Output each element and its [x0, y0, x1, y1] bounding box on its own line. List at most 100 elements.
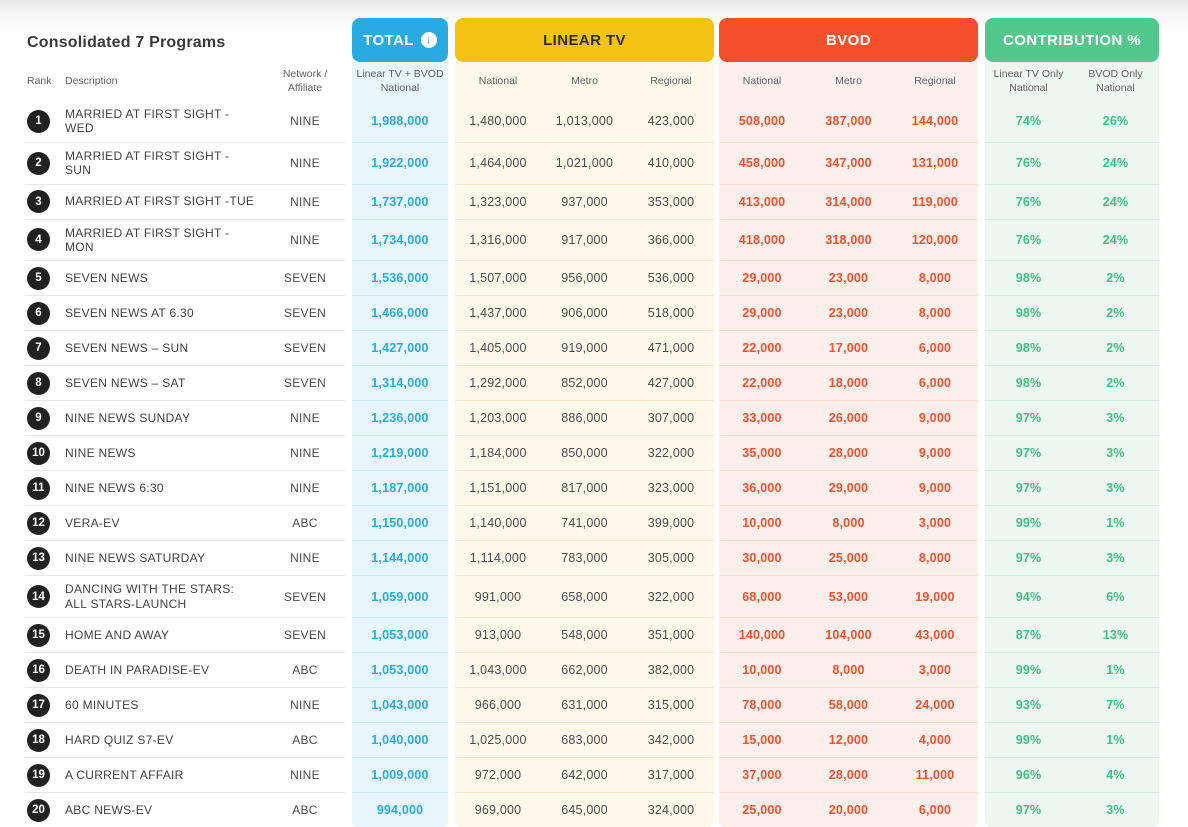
contribution-bvod-value: 1%: [1072, 652, 1159, 688]
total-column-header[interactable]: TOTAL: [352, 18, 448, 62]
total-value: 1,144,000: [352, 540, 448, 576]
table-row[interactable]: 16 DEATH IN PARADISE-EV ABC 1,053,000 1,…: [25, 652, 1159, 688]
linear-regional-value: 353,000: [628, 183, 714, 219]
linear-regional-value: 518,000: [628, 295, 714, 331]
linear-national-value: 1,323,000: [455, 183, 541, 219]
contribution-linear-value: 98%: [985, 260, 1072, 296]
linear-metro-value: 658,000: [541, 575, 628, 618]
spacer: [345, 184, 352, 219]
network-affiliate: ABC: [265, 652, 345, 687]
linear-metro-value: 631,000: [541, 687, 628, 723]
contribution-linear-value: 97%: [985, 792, 1072, 827]
column-group-headers: Consolidated 7 Programs TOTAL LINEAR TV …: [25, 18, 1159, 62]
bvod-national-value: 140,000: [719, 617, 805, 653]
table-row[interactable]: 2 MARRIED AT FIRST SIGHT -SUN NINE 1,922…: [25, 141, 1159, 184]
contribution-bvod-value: 3%: [1072, 470, 1159, 506]
bvod-national-value: 29,000: [719, 295, 805, 331]
bvod-regional-value: 119,000: [892, 183, 978, 219]
linear-metro-value: 741,000: [541, 505, 628, 541]
table-row[interactable]: 6 SEVEN NEWS AT 6.30 SEVEN 1,466,000 1,4…: [25, 295, 1159, 331]
table-row[interactable]: 1 MARRIED AT FIRST SIGHT -WED NINE 1,988…: [25, 101, 1159, 142]
network-affiliate: NINE: [265, 470, 345, 505]
total-value: 1,922,000: [352, 141, 448, 184]
bvod-regional-value: 3,000: [892, 505, 978, 541]
bvod-metro-label: Metro: [805, 62, 892, 101]
table-row[interactable]: 17 60 MINUTES NINE 1,043,000 966,000 631…: [25, 687, 1159, 723]
rank-cell: 20: [25, 792, 65, 827]
spacer: [448, 330, 455, 365]
contribution-linear-value: 97%: [985, 435, 1072, 471]
table-row[interactable]: 5 SEVEN NEWS SEVEN 1,536,000 1,507,000 9…: [25, 260, 1159, 296]
spacer: [978, 792, 985, 827]
table-row[interactable]: 4 MARRIED AT FIRST SIGHT -MON NINE 1,734…: [25, 218, 1159, 261]
contribution-linear-value: 76%: [985, 141, 1072, 184]
network-affiliate: NINE: [265, 183, 345, 219]
spacer: [448, 295, 455, 330]
linear-metro-value: 852,000: [541, 365, 628, 401]
bvod-metro-value: 28,000: [805, 757, 892, 793]
total-value: 1,040,000: [352, 722, 448, 758]
bvod-regional-value: 9,000: [892, 435, 978, 471]
contribution-bvod-value: 3%: [1072, 792, 1159, 827]
total-value: 1,988,000: [352, 101, 448, 142]
program-description: DEATH IN PARADISE-EV: [65, 652, 265, 687]
rank-badge: 11: [27, 476, 50, 500]
bvod-national-value: 413,000: [719, 183, 805, 219]
rank-badge: 15: [27, 623, 50, 647]
rank-badge: 18: [27, 728, 50, 752]
spacer: [345, 435, 352, 470]
table-row[interactable]: 13 NINE NEWS SATURDAY NINE 1,144,000 1,1…: [25, 540, 1159, 576]
linear-metro-value: 783,000: [541, 540, 628, 576]
bvod-regional-value: 9,000: [892, 470, 978, 506]
linear-metro-value: 548,000: [541, 617, 628, 653]
contribution-bvod-value: 24%: [1072, 183, 1159, 219]
spacer: [448, 184, 455, 219]
linear-metro-value: 817,000: [541, 470, 628, 506]
program-description: MARRIED AT FIRST SIGHT -WED: [65, 107, 230, 136]
network-affiliate: SEVEN: [265, 260, 345, 295]
table-row[interactable]: 8 SEVEN NEWS – SAT SEVEN 1,314,000 1,292…: [25, 365, 1159, 401]
bvod-metro-value: 26,000: [805, 400, 892, 436]
spacer: [345, 400, 352, 435]
network-affiliate: NINE: [265, 435, 345, 470]
table-row[interactable]: 7 SEVEN NEWS – SUN SEVEN 1,427,000 1,405…: [25, 330, 1159, 366]
table-row[interactable]: 15 HOME AND AWAY SEVEN 1,053,000 913,000…: [25, 617, 1159, 653]
table-row[interactable]: 11 NINE NEWS 6:30 NINE 1,187,000 1,151,0…: [25, 470, 1159, 506]
bvod-national-value: 22,000: [719, 365, 805, 401]
bvod-regional-value: 3,000: [892, 652, 978, 688]
linear-regional-value: 366,000: [628, 218, 714, 261]
contribution-linear-value: 76%: [985, 218, 1072, 261]
table-row[interactable]: 14 DANCING WITH THE STARS: ALL STARS-LAU…: [25, 575, 1159, 618]
contribution-bvod-value: 3%: [1072, 540, 1159, 576]
contribution-bvod-value: 24%: [1072, 218, 1159, 261]
table-row[interactable]: 3 MARRIED AT FIRST SIGHT -TUE NINE 1,737…: [25, 183, 1159, 219]
contribution-bvod-value: 26%: [1072, 101, 1159, 142]
table-row[interactable]: 10 NINE NEWS NINE 1,219,000 1,184,000 85…: [25, 435, 1159, 471]
rank-cell: 6: [25, 295, 65, 330]
rank-cell: 19: [25, 757, 65, 792]
table-row[interactable]: 18 HARD QUIZ S7-EV ABC 1,040,000 1,025,0…: [25, 722, 1159, 758]
spacer: [345, 722, 352, 757]
bvod-metro-value: 23,000: [805, 260, 892, 296]
total-sub-label: Linear TV + BVOD National: [352, 62, 448, 101]
table-row[interactable]: 20 ABC NEWS-EV ABC 994,000 969,000 645,0…: [25, 792, 1159, 827]
bvod-national-value: 68,000: [719, 575, 805, 618]
rank-badge: 9: [27, 406, 50, 430]
rank-badge: 1: [27, 109, 50, 133]
rank-cell: 18: [25, 722, 65, 757]
bvod-national-value: 10,000: [719, 652, 805, 688]
total-value: 1,236,000: [352, 400, 448, 436]
spacer: [448, 722, 455, 757]
bvod-national-value: 25,000: [719, 792, 805, 827]
table-row[interactable]: 19 A CURRENT AFFAIR NINE 1,009,000 972,0…: [25, 757, 1159, 793]
bvod-national-value: 22,000: [719, 330, 805, 366]
linear-metro-value: 645,000: [541, 792, 628, 827]
rank-badge: 3: [27, 190, 50, 214]
bvod-national-value: 35,000: [719, 435, 805, 471]
table-row[interactable]: 9 NINE NEWS SUNDAY NINE 1,236,000 1,203,…: [25, 400, 1159, 436]
table-row[interactable]: 12 VERA-EV ABC 1,150,000 1,140,000 741,0…: [25, 505, 1159, 541]
contribution-linear-value: 99%: [985, 722, 1072, 758]
linear-regional-value: 322,000: [628, 575, 714, 618]
spacer: [345, 260, 352, 295]
bvod-regional-value: 4,000: [892, 722, 978, 758]
